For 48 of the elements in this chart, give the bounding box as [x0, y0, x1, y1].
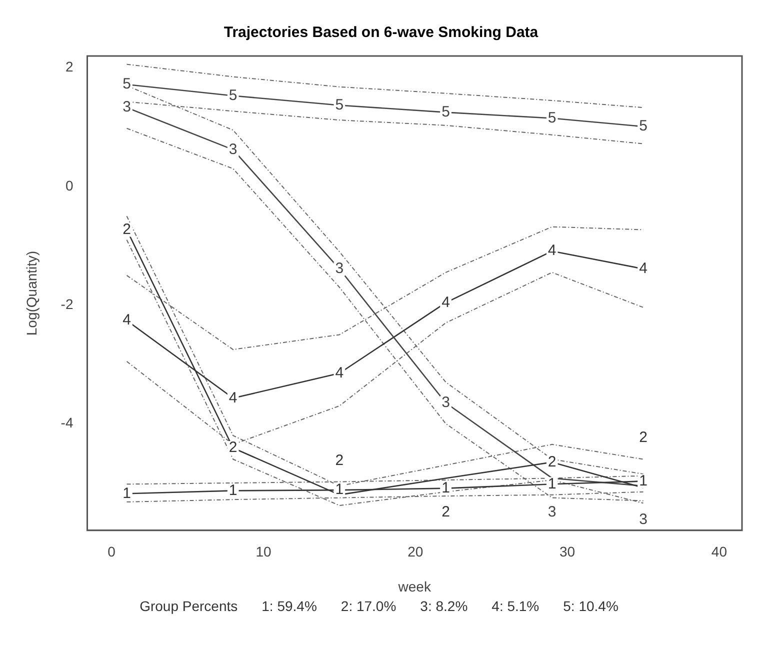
- text: 2: [639, 428, 648, 446]
- y-tick-label: 0: [65, 177, 74, 194]
- text: 2: 17.0%: [340, 598, 396, 614]
- text: 5: [228, 86, 238, 104]
- text: 3: [122, 98, 131, 116]
- text: 1: [228, 482, 238, 499]
- text: Group Percents: [140, 598, 238, 614]
- y-tick-label: -4: [60, 414, 74, 431]
- series-label: 1: [442, 479, 450, 496]
- text: 1: [639, 472, 648, 490]
- y-axis-title: Log(Quantity): [23, 250, 40, 336]
- text: 3: [335, 260, 344, 278]
- chart-title: Trajectories Based on 6-wave Smoking Data: [224, 24, 539, 42]
- text: 3: [548, 503, 556, 520]
- text: 1: [548, 475, 556, 492]
- text: 5: 10.4%: [563, 598, 618, 614]
- x-tick-label: 0: [108, 544, 116, 560]
- text: 4: [639, 260, 648, 278]
- text: 5: [548, 109, 556, 126]
- text: 1: 59.4%: [262, 598, 317, 614]
- series-label: 4: [228, 389, 238, 406]
- text: 4: [442, 294, 450, 311]
- text: 5: [122, 76, 131, 93]
- y-tick-label: 2: [65, 58, 74, 75]
- x-axis-title: week: [397, 578, 432, 594]
- text: 1: [122, 484, 131, 502]
- text: 3: [228, 140, 238, 158]
- text: 5: [442, 103, 450, 120]
- x-tick-label: 10: [256, 544, 272, 560]
- text: 4: 5.1%: [492, 598, 540, 614]
- series-label: 2: [228, 439, 238, 456]
- series-label: 3: [442, 394, 450, 412]
- text: 2: [122, 220, 131, 238]
- text: 1: [335, 481, 344, 498]
- x-tick-label: 40: [711, 544, 728, 560]
- text: 3: 8.2%: [420, 598, 468, 614]
- text: 4: [335, 364, 344, 382]
- x-tick-label: 30: [560, 544, 576, 560]
- text: 3: [639, 511, 648, 528]
- series-label: 5: [335, 96, 344, 114]
- text: 2: [442, 503, 450, 520]
- text: 4: [122, 312, 131, 329]
- text: 4: [548, 242, 556, 260]
- text: 2: [335, 452, 344, 469]
- text: 5: [639, 118, 648, 135]
- x-tick-label: 20: [408, 544, 424, 560]
- y-tick-label: -2: [60, 296, 74, 312]
- text: 2: [548, 453, 556, 470]
